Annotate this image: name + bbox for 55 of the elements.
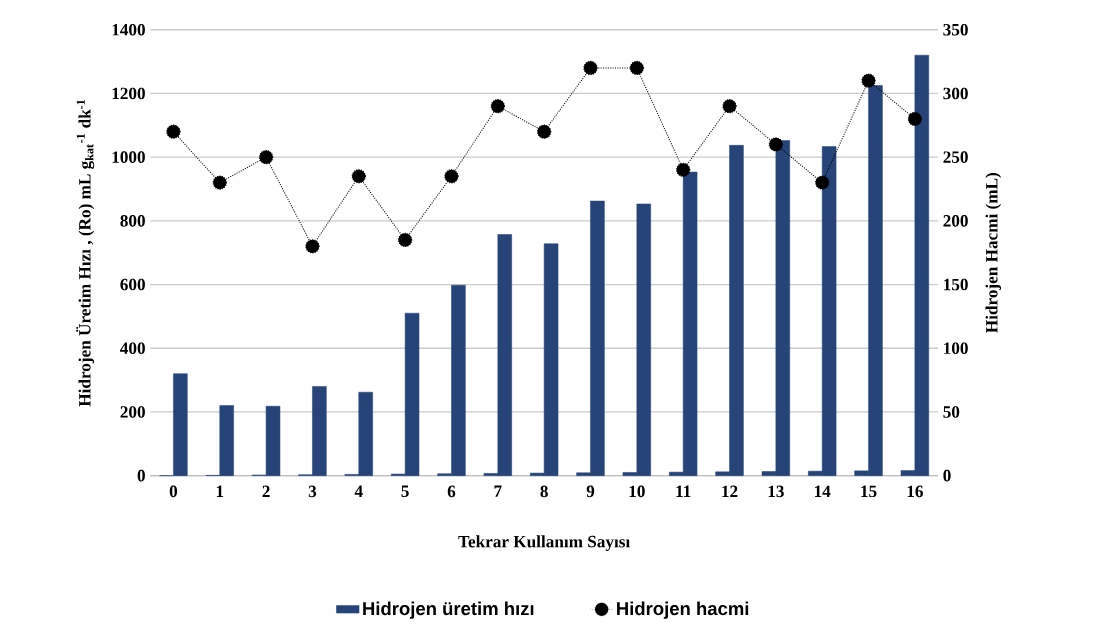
y2-tick-label: 200	[943, 215, 968, 227]
y2-tick-label: 250	[943, 151, 968, 163]
y2-tick-label: 350	[943, 23, 968, 36]
x-tick-label: 0	[169, 485, 178, 498]
y-tick-label: 1000	[112, 151, 145, 163]
x-tick-label: 7	[494, 485, 502, 497]
point	[212, 175, 227, 190]
point	[490, 98, 505, 114]
x-tick-label: 15	[861, 485, 877, 498]
x-tick-label: 11	[676, 485, 691, 497]
y-axis-title: Hidrojen Üretim Hızı , (Ro) mL g$_{kat}$$^{-1}$ dk$^{-1}$	[76, 99, 95, 407]
x-tick-label: 10	[629, 485, 645, 498]
y-tick-label: 600	[120, 278, 145, 291]
y2-axis-title: Hidrojen Hacmi (mL)	[985, 172, 1002, 333]
y-tick-label: 200	[120, 406, 145, 418]
point	[583, 60, 598, 76]
point	[907, 111, 923, 126]
x-tick-label: 5	[401, 485, 409, 497]
legend-label: Hidrojen hacmi	[617, 601, 749, 619]
x-tick-label: 2	[262, 485, 270, 497]
point	[861, 73, 876, 88]
point	[351, 169, 366, 184]
x-tick-label: 14	[814, 485, 831, 497]
y-tick-label: 400	[120, 342, 145, 354]
y2-tick-label: 150	[944, 278, 968, 291]
point	[537, 124, 552, 139]
point	[444, 169, 459, 184]
y-tick-label: 1400	[112, 23, 145, 36]
x-tick-label: 13	[768, 485, 784, 498]
point	[629, 60, 644, 76]
y2-tick-label: 100	[944, 342, 968, 354]
y-tick-label: 1200	[112, 87, 145, 100]
x-tick-label: 8	[540, 485, 548, 498]
y2-tick-label: 300	[943, 87, 968, 100]
x-tick-label: 9	[586, 485, 595, 498]
point	[258, 149, 274, 165]
y-tick-label: 800	[120, 215, 145, 227]
point	[305, 239, 320, 254]
x-tick-label: 12	[722, 485, 738, 497]
point	[815, 175, 830, 190]
y-tick-label: 0	[137, 469, 145, 482]
point	[676, 162, 691, 177]
point	[397, 232, 413, 248]
point	[166, 124, 181, 139]
y2-tick-label: 0	[943, 469, 951, 482]
x-tick-label: 16	[907, 485, 923, 498]
point	[768, 137, 783, 152]
x-axis-title: Tekrar Kullanım Sayısı	[458, 535, 630, 551]
x-tick-label: 6	[447, 485, 456, 498]
y2-tick-label: 50	[943, 406, 960, 418]
x-tick-label: 4	[354, 485, 363, 497]
x-tick-label: 1	[216, 485, 224, 497]
x-tick-label: 3	[308, 485, 317, 498]
legend-label: Hidrojen üretim hızı	[363, 601, 534, 619]
point	[722, 98, 737, 114]
